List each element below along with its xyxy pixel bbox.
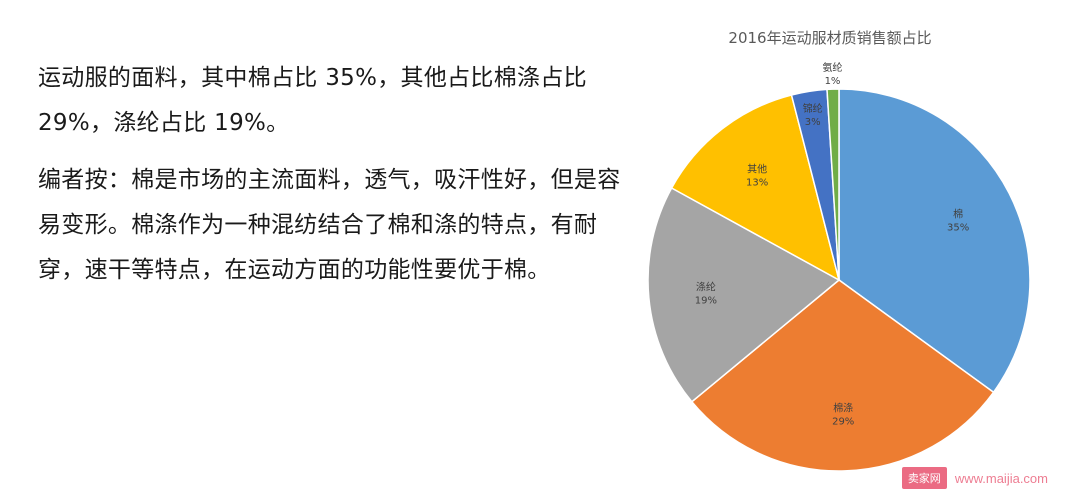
pie-chart: 2016年运动服材质销售额占比 棉 35% 棉涤 29% 涤纶 19% 其他 13% 锦纶 3% 氨… [630, 0, 1066, 495]
pie-label-value-2: 19% [695, 296, 717, 307]
pie-slice-2 [647, 186, 841, 403]
pie-chart-svg: 2016年运动服材质销售额占比 棉 35% 棉涤 29% 涤纶 19% 其他 13% 锦纶 3% 氨… [647, 29, 1031, 472]
pie-label-name-1: 棉涤 [833, 402, 853, 415]
pie-label-value-5: 1% [825, 76, 841, 87]
watermark-logo: 卖家网 [901, 467, 947, 489]
pie-slice-0 [838, 88, 1031, 394]
watermark: 卖家网 www.maijia.com [901, 467, 1048, 489]
pie-label-name-2: 涤纶 [696, 281, 716, 294]
pie-slice-1 [690, 279, 995, 472]
pie-slice-5 [826, 88, 840, 281]
paragraph-editor-note: 编者按：棉是市场的主流面料，透气，吸汗性好，但是容易变形。棉涤作为一种混纺结合了… [38, 167, 621, 283]
pie-label-name-3: 其他 [747, 162, 767, 175]
pie-label-name-0: 棉 [953, 207, 963, 220]
pie-label-value-1: 29% [832, 417, 854, 428]
chart-title: 2016年运动服材质销售额占比 [728, 29, 931, 47]
pie-label-value-3: 13% [746, 177, 768, 188]
pie-slice-3 [670, 94, 841, 282]
pie-label-value-4: 3% [805, 117, 821, 128]
article-text: 运动服的面料，其中棉占比 35%，其他占比棉涤占比 29%，涤纶占比 19%。 … [38, 56, 628, 293]
pie-label-name-4: 锦纶 [803, 102, 823, 115]
pie-labels: 棉 35% 棉涤 29% 涤纶 19% 其他 13% 锦纶 3% 氨纶 1% [695, 61, 969, 428]
watermark-url: www.maijia.com [954, 470, 1048, 486]
pie-label-value-0: 35% [947, 222, 969, 233]
pie-slices [647, 88, 1031, 472]
paragraph-summary: 运动服的面料，其中棉占比 35%，其他占比棉涤占比 29%，涤纶占比 19%。 [38, 65, 587, 136]
pie-label-name-5: 氨纶 [823, 61, 843, 74]
